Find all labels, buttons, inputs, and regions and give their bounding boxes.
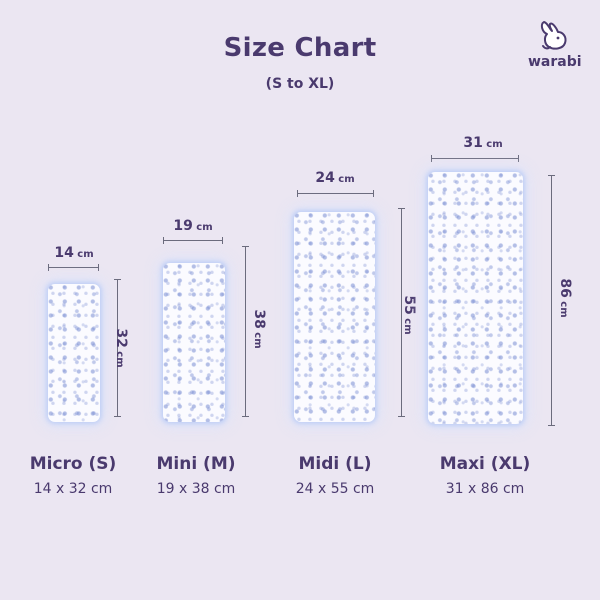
size-name: Micro (S) — [29, 454, 117, 474]
width-measure-line — [431, 155, 519, 162]
pad-mini — [163, 263, 225, 422]
height-label: 86 cm — [557, 278, 573, 318]
height-measure-line — [242, 246, 249, 417]
page-title: Size Chart — [223, 33, 377, 63]
brand-logo: warabi — [528, 18, 582, 78]
height-label: 38 cm — [251, 309, 267, 349]
size-dimensions: 24 x 55 cm — [295, 481, 375, 497]
size-name: Midi (L) — [298, 454, 372, 474]
height-measure-line — [114, 279, 121, 417]
page-subtitle: (S to XL) — [265, 76, 335, 92]
width-measure-line — [48, 264, 99, 271]
size-dimensions: 31 x 86 cm — [445, 481, 525, 497]
width-label: 31 cm — [463, 135, 503, 151]
bunny-icon — [540, 21, 567, 50]
width-label: 24 cm — [315, 170, 355, 186]
brand-name: warabi — [528, 54, 582, 70]
width-label: 19 cm — [173, 218, 213, 234]
size-name: Mini (M) — [156, 454, 236, 474]
width-measure-line — [163, 237, 223, 244]
height-label: 32 cm — [113, 328, 129, 368]
size-dimensions: 19 x 38 cm — [156, 481, 236, 497]
pad-micro — [48, 284, 100, 422]
width-label: 14 cm — [54, 245, 94, 261]
height-measure-line — [548, 175, 555, 426]
size-dimensions: 14 x 32 cm — [33, 481, 113, 497]
height-label: 55 cm — [401, 295, 417, 335]
height-measure-line — [398, 208, 405, 417]
pad-maxi — [428, 172, 523, 424]
pad-midi — [294, 212, 375, 422]
size-name: Maxi (XL) — [439, 454, 531, 474]
width-measure-line — [297, 190, 374, 197]
